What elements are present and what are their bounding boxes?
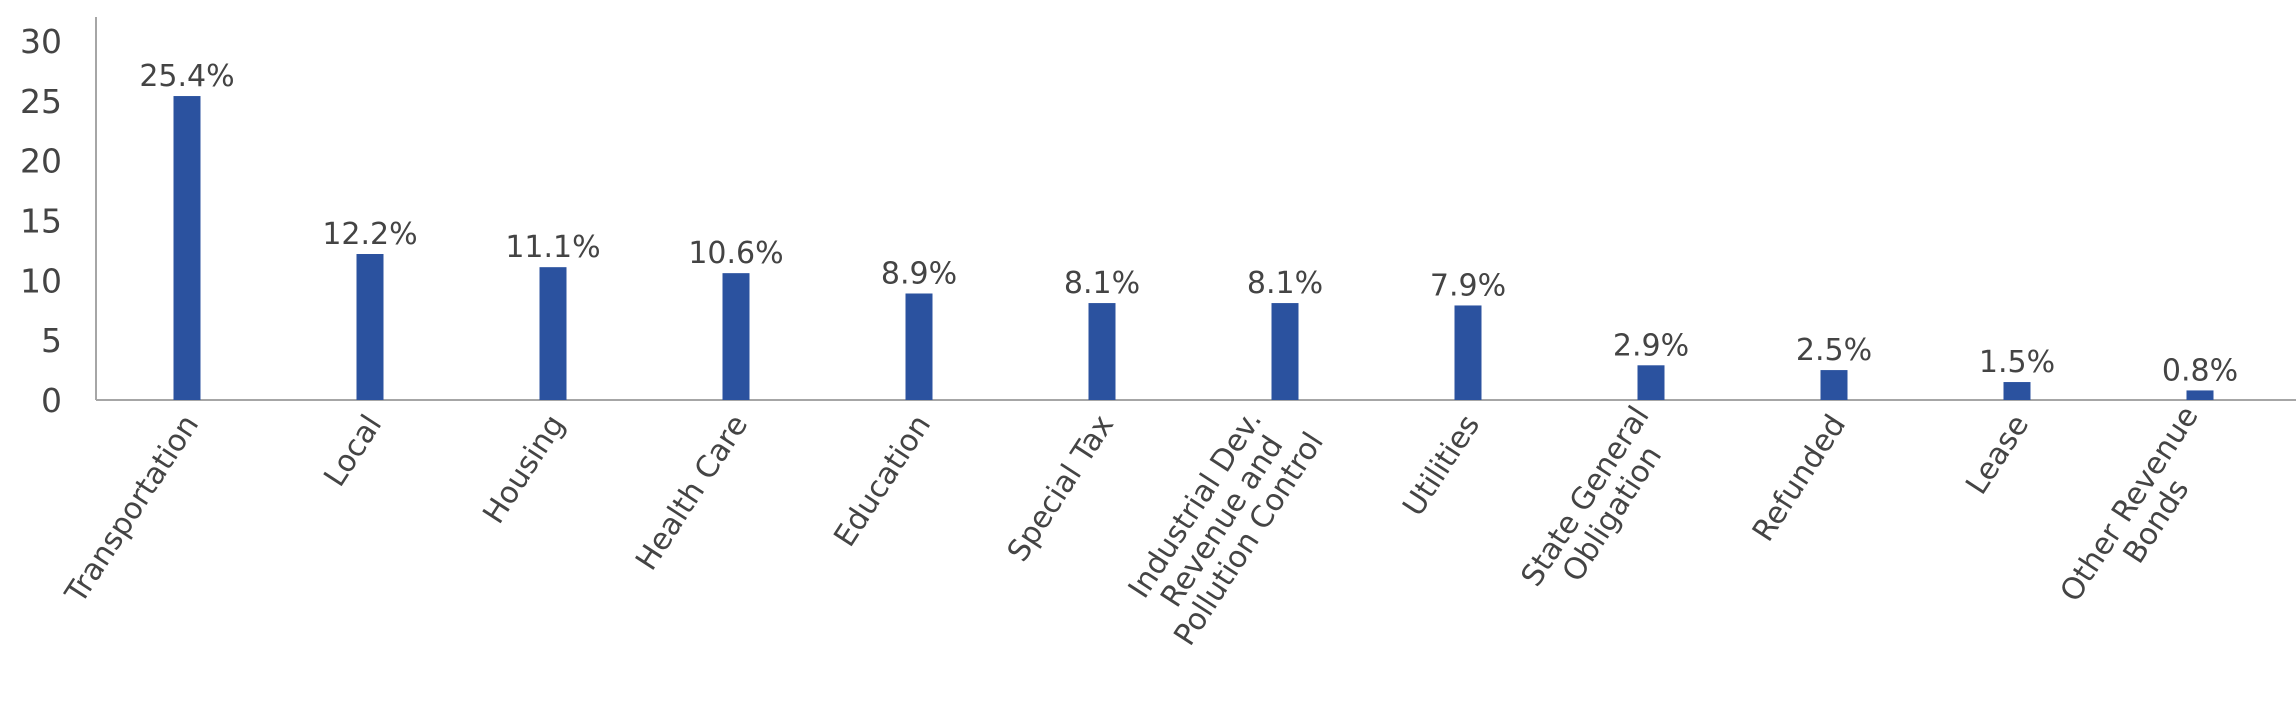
category-label: Housing: [476, 409, 572, 530]
category-label-line: Education: [827, 409, 938, 553]
data-labels: 25.4% 12.2% 11.1% 10.6% 8.9% 8.1% 8.1% 7.9% 2.9%…: [139, 59, 2238, 388]
bar-5: [905, 293, 933, 400]
bar-6: [1088, 303, 1116, 400]
y-tick-labels: 0 5 10 15 20 25 30: [20, 22, 62, 420]
bar-11: [2003, 382, 2031, 400]
y-tick-label: 10: [20, 261, 62, 300]
category-label-line: Health Care: [629, 409, 755, 577]
bars: [173, 96, 2214, 401]
y-tick-label: 25: [20, 82, 62, 121]
category-label-line: Special Tax: [1001, 409, 1121, 568]
category-labels: Transportation Local Housing Health Care Edu…: [58, 400, 2206, 652]
data-label: 7.9%: [1430, 268, 1506, 303]
category-label-line: Refunded: [1746, 409, 1853, 548]
bar-3: [539, 267, 567, 400]
y-tick-label: 30: [20, 22, 62, 61]
y-tick-label: 5: [41, 321, 62, 360]
bar-8: [1454, 305, 1482, 400]
category-label-line: Housing: [476, 409, 572, 530]
data-label: 25.4%: [139, 59, 234, 94]
data-label: 2.9%: [1613, 328, 1689, 363]
y-tick-label: 20: [20, 142, 62, 181]
bar-9: [1637, 365, 1665, 400]
category-label: Transportation: [58, 409, 206, 611]
category-label-line: Local: [317, 409, 389, 493]
data-label: 12.2%: [322, 217, 417, 252]
y-tick-label: 15: [20, 202, 62, 241]
category-label: Local: [317, 409, 389, 493]
data-label: 8.9%: [881, 256, 957, 291]
bar-4: [722, 273, 750, 400]
data-label: 2.5%: [1796, 333, 1872, 368]
data-label: 0.8%: [2162, 353, 2238, 388]
category-label: Special Tax: [1001, 409, 1121, 568]
bar-10: [1820, 370, 1848, 400]
category-label: Education: [827, 409, 938, 553]
category-label: Lease: [1959, 409, 2036, 501]
bar-2: [356, 254, 384, 400]
category-label-line: Transportation: [58, 409, 206, 611]
bar-7: [1271, 303, 1299, 400]
category-label: Utilities: [1396, 409, 1487, 523]
data-label: 8.1%: [1064, 266, 1140, 301]
data-label: 8.1%: [1247, 266, 1323, 301]
bar-1: [173, 96, 201, 401]
y-tick-label: 0: [41, 381, 62, 420]
data-label: 10.6%: [688, 236, 783, 271]
category-label-line: Lease: [1959, 409, 2036, 501]
data-label: 1.5%: [1979, 345, 2055, 380]
category-label-line: Utilities: [1396, 409, 1487, 523]
category-label: Health Care: [629, 409, 755, 577]
bar-12: [2186, 390, 2214, 400]
data-label: 11.1%: [505, 230, 600, 265]
category-label: Refunded: [1746, 409, 1853, 548]
